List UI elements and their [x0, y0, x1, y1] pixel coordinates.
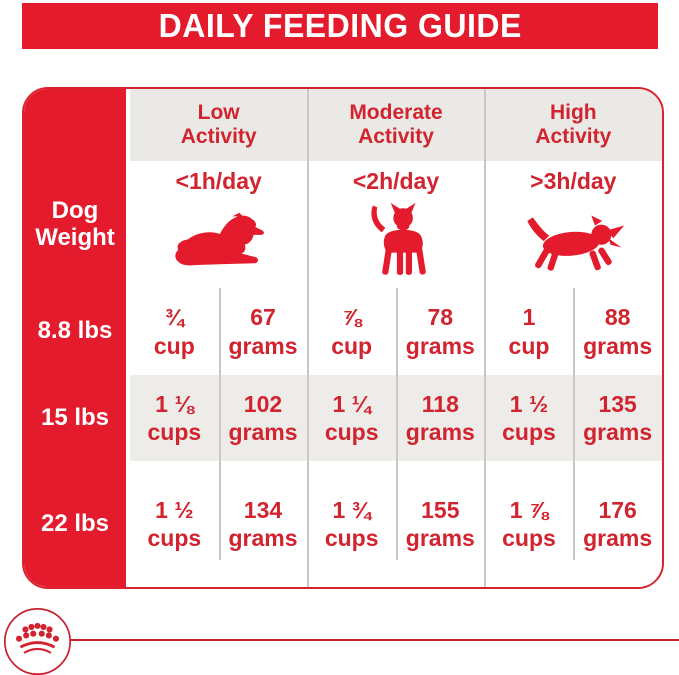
- feeding-cell-low-cups: ¾ cup: [130, 288, 219, 375]
- subcolumn-divider: [573, 288, 575, 560]
- feeding-cell-low-cups: 1 ⅛ cups: [130, 375, 219, 461]
- feeding-cell-high-grams: 88 grams: [573, 288, 662, 375]
- high-activity-icon-cell: >3h/day: [484, 161, 662, 288]
- column-header-moderate-activity: Moderate Activity: [307, 89, 485, 161]
- standing-dog-icon: [359, 195, 433, 288]
- weight-label: 22 lbs: [40, 509, 110, 537]
- dog-weight-column: Dog Weight 8.8 lbs 15 lbs 22 lbs: [24, 89, 126, 587]
- duration-label: <1h/day: [175, 168, 262, 194]
- running-dog-icon: [517, 195, 629, 288]
- duration-label: <2h/day: [352, 168, 440, 194]
- feeding-cell-low-cups: 1 ½ cups: [130, 461, 219, 587]
- feeding-cell-moderate-cups: 1 ¼ cups: [307, 375, 396, 461]
- royal-canin-crown-logo: [2, 606, 73, 675]
- table-content: Low Activity Moderate Activity High Activit…: [130, 89, 662, 587]
- feeding-cell-moderate-grams: 155 grams: [395, 461, 485, 587]
- feeding-table: Dog Weight 8.8 lbs 15 lbs 22 lbs Low Acti…: [22, 87, 664, 589]
- feeding-cell-moderate-cups: 1 ¾ cups: [307, 461, 396, 587]
- footer-rule: [70, 639, 679, 641]
- feeding-cell-low-grams: 134 grams: [218, 461, 308, 587]
- subcolumn-divider: [396, 288, 398, 560]
- feeding-cell-high-cups: 1 ½ cups: [484, 375, 574, 461]
- column-header-high-activity: High Activity: [484, 89, 662, 161]
- weight-label: 15 lbs: [40, 403, 110, 431]
- duration-label: >3h/day: [530, 168, 617, 194]
- banner: DAILY FEEDING GUIDE: [22, 3, 658, 49]
- weight-label: 8.8 lbs: [37, 317, 113, 345]
- feeding-cell-moderate-grams: 78 grams: [395, 288, 485, 375]
- feeding-cell-low-grams: 102 grams: [218, 375, 308, 461]
- dog-weight-header: Dog Weight: [24, 161, 126, 288]
- feeding-cell-high-cups: 1 cup: [484, 288, 574, 375]
- feeding-cell-moderate-grams: 118 grams: [395, 375, 485, 461]
- subcolumn-divider: [219, 288, 221, 560]
- dog-weight-header-line1: Dog: [51, 196, 99, 224]
- moderate-activity-icon-cell: <2h/day: [307, 161, 485, 288]
- column-divider: [484, 89, 486, 587]
- page-title: DAILY FEEDING GUIDE: [158, 7, 522, 44]
- lying-dog-icon: [169, 195, 269, 288]
- column-divider: [307, 89, 309, 587]
- feeding-cell-high-grams: 135 grams: [573, 375, 662, 461]
- feeding-cell-high-cups: 1 ⅞ cups: [484, 461, 574, 587]
- dog-weight-header-line2: Weight: [35, 223, 115, 251]
- column-header-low-activity: Low Activity: [130, 89, 308, 161]
- feeding-cell-moderate-cups: ⅞ cup: [307, 288, 396, 375]
- low-activity-icon-cell: <1h/day: [130, 161, 308, 288]
- feeding-cell-low-grams: 67 grams: [218, 288, 308, 375]
- feeding-cell-high-grams: 176 grams: [573, 461, 662, 587]
